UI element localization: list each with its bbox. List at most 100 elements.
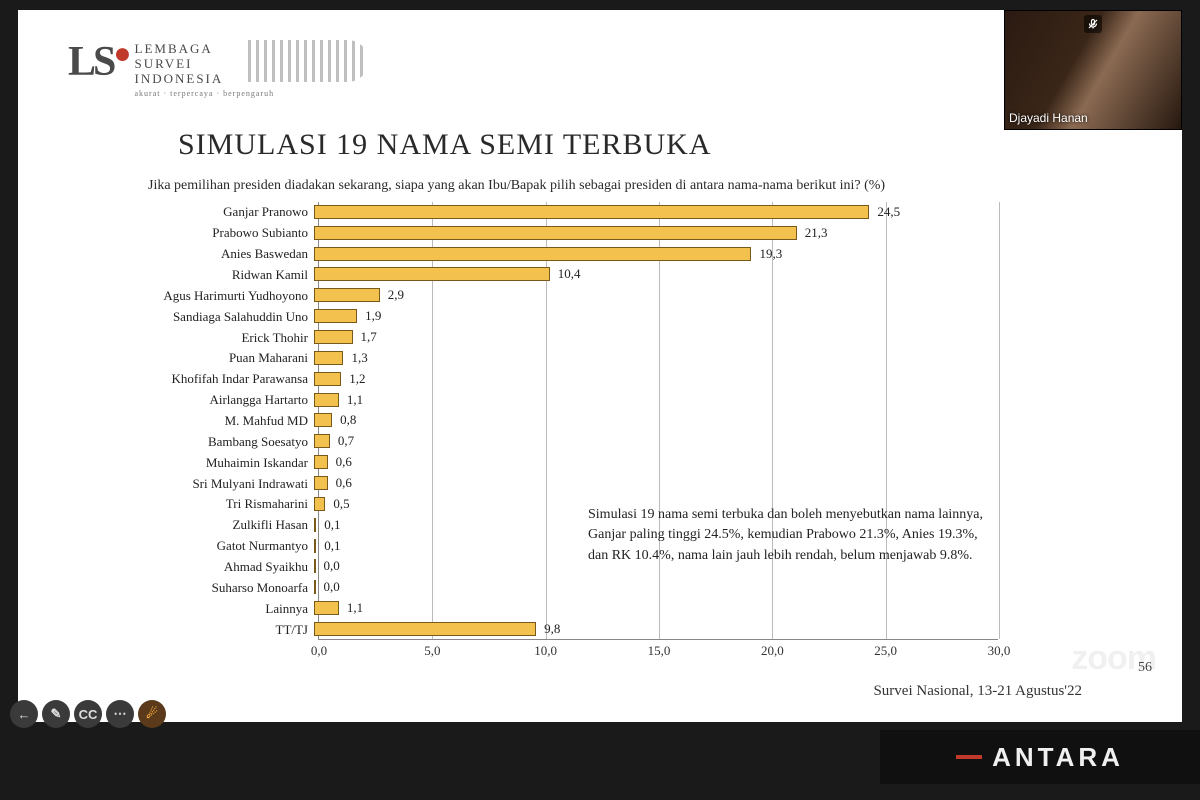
draw-button[interactable]: ✎	[42, 700, 70, 728]
bar-wrap: 1,1	[314, 600, 1018, 617]
bar-wrap: 0,6	[314, 475, 1018, 492]
presenter-name: Djayadi Hanan	[1009, 111, 1088, 125]
bar-wrap: 1,9	[314, 308, 1018, 325]
bar-wrap: 9,8	[314, 621, 1018, 638]
source-footer: Survei Nasional, 13-21 Agustus'22	[873, 683, 1082, 700]
chart-row: TT/TJ 9,8	[118, 619, 1018, 640]
bar-wrap: 0,7	[314, 433, 1018, 450]
bar-wrap: 1,1	[314, 392, 1018, 409]
bar-wrap: 1,3	[314, 350, 1018, 367]
pointer-button[interactable]: ☄	[138, 700, 166, 728]
value-label: 1,7	[361, 329, 377, 345]
chart-row: Khofifah Indar Parawansa 1,2	[118, 369, 1018, 390]
bar-wrap: 1,7	[314, 329, 1018, 346]
value-label: 0,7	[338, 433, 354, 449]
value-label: 21,3	[805, 225, 828, 241]
category-label: Ridwan Kamil	[118, 267, 314, 283]
category-label: Gatot Nurmantyo	[118, 538, 314, 554]
logo-mark: LS●	[68, 38, 129, 86]
value-label: 9,8	[544, 621, 560, 637]
back-button[interactable]: ←	[10, 700, 38, 728]
bar	[314, 288, 380, 302]
value-label: 1,9	[365, 308, 381, 324]
chart-row: Muhaimin Iskandar0,6	[118, 452, 1018, 473]
chart-row: Lainnya 1,1	[118, 598, 1018, 619]
chart-row: Sandiaga Salahuddin Uno 1,9	[118, 306, 1018, 327]
chart-row: Sri Mulyani Indrawati0,6	[118, 473, 1018, 494]
x-tick-label: 20,0	[761, 643, 784, 659]
bar	[314, 580, 316, 594]
chart-row: Agus Harimurti Yudhoyono 2,9	[118, 285, 1018, 306]
value-label: 1,2	[349, 371, 365, 387]
presenter-video[interactable]: Djayadi Hanan	[1004, 10, 1182, 130]
category-label: TT/TJ	[118, 622, 314, 638]
x-tick-label: 5,0	[424, 643, 440, 659]
category-label: Khofifah Indar Parawansa	[118, 371, 314, 387]
category-label: Sri Mulyani Indrawati	[118, 476, 314, 492]
bar	[314, 267, 550, 281]
value-label: 1,1	[347, 600, 363, 616]
bar	[314, 476, 328, 490]
bar	[314, 434, 330, 448]
chart-row: Prabowo Subianto 21,3	[118, 223, 1018, 244]
bar-wrap: 1,2	[314, 371, 1018, 388]
bar	[314, 226, 797, 240]
category-label: Erick Thohir	[118, 330, 314, 346]
category-label: Airlangga Hartarto	[118, 392, 314, 408]
x-tick-label: 10,0	[534, 643, 557, 659]
value-label: 1,3	[351, 350, 367, 366]
value-label: 0,8	[340, 412, 356, 428]
zoom-toolbar: ← ✎ CC ⋯ ☄	[10, 700, 166, 728]
org-logo: LS● LEMBAGA SURVEI INDONESIA akurat · te…	[68, 38, 274, 98]
more-button[interactable]: ⋯	[106, 700, 134, 728]
x-tick-label: 15,0	[648, 643, 671, 659]
value-label: 1,1	[347, 392, 363, 408]
cc-button[interactable]: CC	[74, 700, 102, 728]
header-stripes	[248, 40, 368, 82]
chart-row: M. Mahfud MD0,8	[118, 411, 1018, 432]
bar	[314, 330, 353, 344]
chart-row: Puan Maharani 1,3	[118, 348, 1018, 369]
bar	[314, 393, 339, 407]
summary-text: Simulasi 19 nama semi terbuka dan boleh …	[588, 505, 998, 566]
antara-dash-icon	[956, 755, 982, 759]
category-label: Anies Baswedan	[118, 246, 314, 262]
bar-wrap: 2,9	[314, 287, 1018, 304]
bar	[314, 559, 316, 573]
category-label: Tri Rismaharini	[118, 496, 314, 512]
bar	[314, 247, 751, 261]
survey-question: Jika pemilihan presiden diadakan sekaran…	[148, 178, 885, 194]
bar-chart: 0,05,010,015,020,025,030,0 Ganjar Pranow…	[118, 202, 1018, 670]
logo-tagline: akurat · terpercaya · berpengaruh	[135, 89, 275, 98]
bar	[314, 601, 339, 615]
x-tick-label: 30,0	[988, 643, 1011, 659]
bar	[314, 455, 328, 469]
category-label: Ahmad Syaikhu	[118, 559, 314, 575]
bar-wrap: 0,6	[314, 454, 1018, 471]
presentation-slide: LS● LEMBAGA SURVEI INDONESIA akurat · te…	[18, 10, 1182, 722]
value-label: 10,4	[558, 266, 581, 282]
bar	[314, 205, 869, 219]
value-label: 19,3	[759, 246, 782, 262]
bar-wrap: 10,4	[314, 266, 1018, 283]
value-label: 0,1	[324, 538, 340, 554]
category-label: Puan Maharani	[118, 350, 314, 366]
value-label: 0,0	[324, 558, 340, 574]
category-label: Bambang Soesatyo	[118, 434, 314, 450]
category-label: Agus Harimurti Yudhoyono	[118, 288, 314, 304]
bar	[314, 309, 357, 323]
chart-row: Airlangga Hartarto 1,1	[118, 390, 1018, 411]
chart-row: Ganjar Pranowo24,5	[118, 202, 1018, 223]
category-label: Muhaimin Iskandar	[118, 455, 314, 471]
bar	[314, 539, 316, 553]
category-label: Zulkifli Hasan	[118, 517, 314, 533]
chart-row: Bambang Soesatyo 0,7	[118, 431, 1018, 452]
category-label: Lainnya	[118, 601, 314, 617]
category-label: Suharso Monoarfa	[118, 580, 314, 596]
category-label: Sandiaga Salahuddin Uno	[118, 309, 314, 325]
value-label: 2,9	[388, 287, 404, 303]
slide-number: 56	[1138, 660, 1152, 676]
value-label: 24,5	[877, 204, 900, 220]
category-label: Prabowo Subianto	[118, 225, 314, 241]
chart-row: Suharso Monoarfa0,0	[118, 577, 1018, 598]
